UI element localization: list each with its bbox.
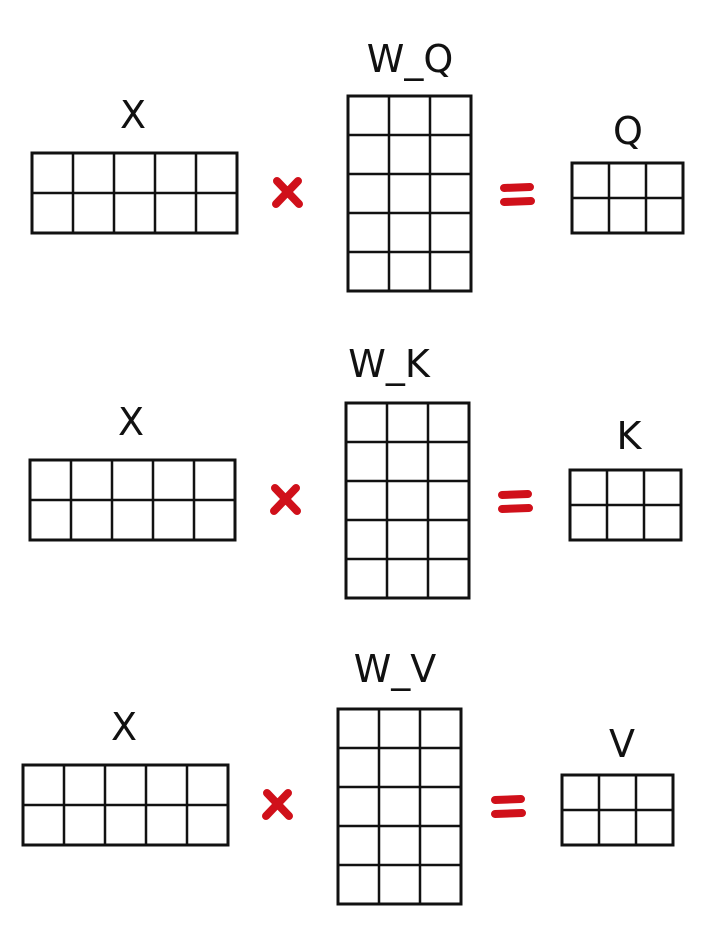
multiply-operator bbox=[270, 484, 301, 515]
weight-matrix-label: W_K bbox=[348, 342, 431, 386]
weight-matrix bbox=[346, 94, 473, 293]
equals-operator bbox=[500, 183, 535, 206]
matrix-frame bbox=[344, 401, 471, 600]
multiply-operator bbox=[262, 789, 293, 820]
input-matrix bbox=[21, 763, 230, 847]
input-matrix-label: X bbox=[118, 400, 144, 444]
equals-operator bbox=[498, 490, 533, 513]
output-matrix-label: Q bbox=[613, 109, 643, 153]
output-matrix bbox=[568, 468, 683, 542]
weight-matrix bbox=[336, 707, 463, 906]
input-matrix-label: X bbox=[120, 93, 146, 137]
weight-matrix-label: W_Q bbox=[367, 37, 453, 81]
input-matrix-label: X bbox=[111, 705, 137, 749]
output-matrix-label: V bbox=[609, 722, 635, 766]
output-matrix bbox=[570, 161, 685, 235]
matrix-frame bbox=[336, 707, 463, 906]
projection-row-q: X W_Q Q bbox=[30, 37, 685, 293]
matrix-frame bbox=[346, 94, 473, 293]
equals-operator bbox=[491, 795, 526, 818]
input-matrix bbox=[30, 151, 239, 235]
projection-row-v: X W_V V bbox=[21, 647, 675, 906]
weight-matrix-label: W_V bbox=[354, 647, 437, 691]
projection-row-k: X W_K K bbox=[28, 342, 683, 600]
weight-matrix bbox=[344, 401, 471, 600]
output-matrix bbox=[560, 773, 675, 847]
multiply-operator bbox=[272, 177, 303, 208]
output-matrix-label: K bbox=[617, 414, 643, 458]
input-matrix bbox=[28, 458, 237, 542]
